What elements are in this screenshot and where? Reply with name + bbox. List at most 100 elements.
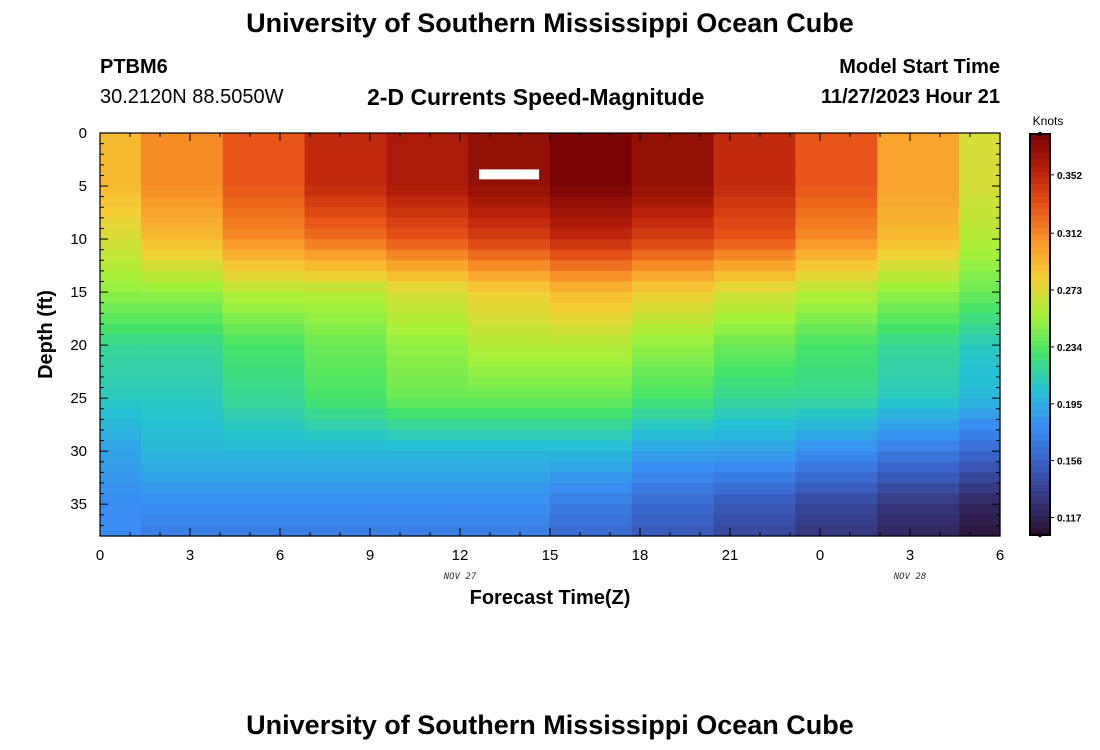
- heatmap-cell: [550, 398, 633, 410]
- heatmap-cell: [877, 387, 960, 399]
- colorbar-step: [1030, 428, 1050, 436]
- heatmap-cell: [468, 525, 551, 537]
- heatmap-cell: [550, 239, 633, 251]
- heatmap-cell: [222, 292, 306, 304]
- heatmap-cell: [468, 196, 551, 208]
- heatmap-cell: [140, 133, 224, 145]
- heatmap-cell: [386, 461, 469, 473]
- heatmap-cell: [631, 398, 715, 410]
- heatmap-cell: [877, 472, 960, 484]
- heatmap-cell: [550, 345, 633, 357]
- heatmap-cell: [713, 154, 797, 166]
- colorbar-step: [1030, 365, 1050, 373]
- heatmap-cell: [100, 313, 142, 325]
- heatmap-cell: [304, 387, 387, 399]
- heatmap-cell: [222, 281, 306, 293]
- heatmap-cell: [550, 366, 633, 378]
- heatmap-cell: [222, 133, 306, 145]
- chart-subtitle: 2-D Currents Speed-Magnitude: [367, 84, 705, 110]
- heatmap-cell: [304, 366, 387, 378]
- heatmap-cell: [386, 334, 469, 346]
- heatmap-cell: [877, 493, 960, 505]
- heatmap-cell: [959, 345, 1001, 357]
- heatmap-cell: [222, 376, 306, 389]
- heatmap-cell: [100, 366, 142, 378]
- colorbar-tick-label: 0.156: [1057, 457, 1082, 468]
- heatmap-cell: [550, 249, 633, 261]
- colorbar-step: [1030, 309, 1050, 317]
- heatmap-cell: [550, 387, 633, 399]
- heatmap-cell: [795, 217, 878, 230]
- colorbar-step: [1030, 372, 1050, 379]
- heatmap-cell: [631, 366, 715, 378]
- heatmap-cell: [304, 302, 387, 314]
- heatmap-cell: [713, 334, 797, 346]
- colorbar-step: [1030, 328, 1050, 336]
- heatmap-cell: [304, 313, 387, 325]
- colorbar-step: [1030, 466, 1050, 473]
- heatmap-cell: [795, 376, 878, 389]
- heatmap-cell: [304, 345, 387, 357]
- heatmap-cell: [304, 281, 387, 293]
- heatmap-cell: [304, 270, 387, 283]
- heatmap-cell: [386, 292, 469, 304]
- heatmap-cell: [959, 217, 1001, 230]
- colorbar-step: [1030, 202, 1050, 210]
- heatmap-cell: [795, 323, 878, 336]
- heatmap-cell: [100, 323, 142, 336]
- heatmap-cell: [100, 270, 142, 283]
- heatmap-cell: [959, 482, 1001, 495]
- colorbar-step: [1030, 422, 1050, 430]
- colorbar-step: [1030, 509, 1050, 517]
- heatmap-cell: [304, 514, 387, 526]
- heatmap-cell: [959, 260, 1001, 272]
- heatmap-cells: [100, 133, 1001, 537]
- heatmap-cell: [468, 323, 551, 336]
- heatmap-cell: [550, 482, 633, 495]
- y-tick-label: 25: [70, 390, 87, 407]
- heatmap-cell: [631, 196, 715, 208]
- heatmap-cell: [100, 143, 142, 155]
- x-tick-label: 3: [186, 547, 194, 564]
- colorbar-step: [1030, 221, 1050, 229]
- heatmap-cell: [713, 323, 797, 336]
- heatmap-cell: [468, 281, 551, 293]
- y-tick-label: 15: [70, 284, 87, 301]
- heatmap-cell: [304, 398, 387, 410]
- heatmap-cell: [140, 196, 224, 208]
- heatmap-cell: [140, 260, 224, 272]
- colorbar-step: [1030, 321, 1050, 329]
- heatmap-cell: [877, 451, 960, 463]
- heatmap-cell: [959, 239, 1001, 251]
- heatmap-cell: [468, 270, 551, 283]
- heatmap-cell: [959, 281, 1001, 293]
- heatmap-cell: [100, 355, 142, 367]
- heatmap-cell: [386, 355, 469, 367]
- x-axis-label: Forecast Time(Z): [470, 587, 631, 609]
- heatmap-cell: [713, 345, 797, 357]
- heatmap-cell: [631, 387, 715, 399]
- heatmap-cell: [877, 366, 960, 378]
- colorbar-step: [1030, 491, 1050, 499]
- heatmap-cell: [304, 239, 387, 251]
- heatmap-cell: [795, 514, 878, 526]
- axes: 0 3 6 9 12 15 18 21 0 3 6 NOV 27 NOV 28 0 5 10 15 20 25 30 3…: [70, 125, 1004, 582]
- heatmap-cell: [795, 164, 878, 177]
- heatmap-cell: [959, 313, 1001, 325]
- heatmap-cell: [877, 292, 960, 304]
- heatmap-cell: [795, 408, 878, 420]
- heatmap-cell: [222, 451, 306, 463]
- heatmap-cell: [468, 472, 551, 484]
- heatmap-cell: [304, 292, 387, 304]
- heatmap-markers: [479, 169, 540, 180]
- colorbar-step: [1030, 271, 1050, 279]
- heatmap-cell: [468, 154, 551, 166]
- heatmap-cell: [631, 260, 715, 272]
- colorbar-step: [1030, 246, 1050, 254]
- heatmap-cell: [140, 451, 224, 463]
- heatmap-cell: [959, 355, 1001, 367]
- heatmap-cell: [713, 376, 797, 389]
- heatmap-cell: [877, 376, 960, 389]
- heatmap-cell: [100, 228, 142, 240]
